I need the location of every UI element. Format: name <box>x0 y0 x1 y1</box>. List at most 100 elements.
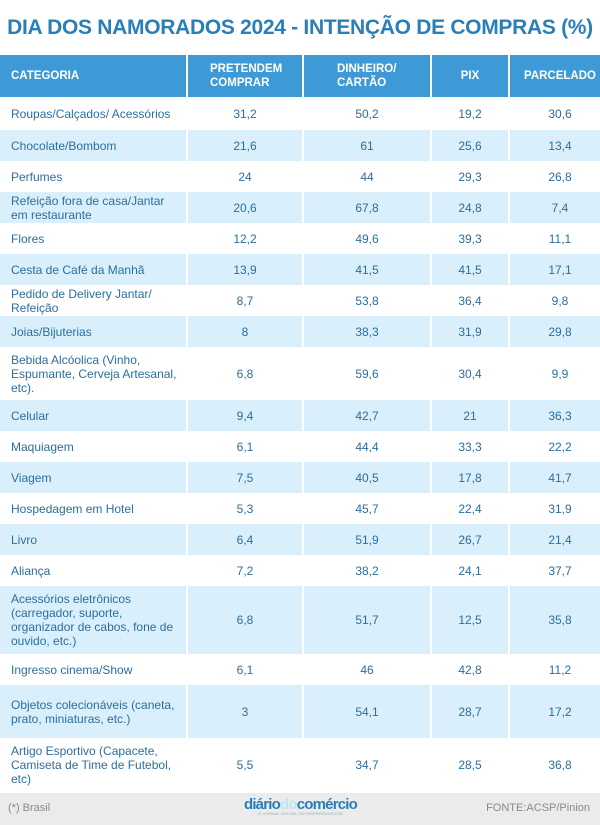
cell-dinheiro-cartao: 49,6 <box>355 231 379 246</box>
cell-dinheiro-cartao: 40,5 <box>304 462 430 493</box>
cell-categoria: Perfumes <box>11 169 63 184</box>
cell-parcelado: 9,9 <box>551 366 569 381</box>
cell-pretendem-comprar: 13,9 <box>188 254 302 285</box>
cell-dinheiro-cartao: 59,6 <box>355 366 379 381</box>
table-row: Acessórios eletrônicos (carregador, supo… <box>0 586 600 654</box>
cell-pix: 24,1 <box>458 563 482 578</box>
column-header-parcelado: PARCELADO <box>510 55 600 97</box>
cell-pretendem-comprar: 24 <box>238 169 252 184</box>
cell-dinheiro-cartao: 50,2 <box>355 106 379 121</box>
cell-pretendem-comprar: 8,7 <box>236 293 254 308</box>
cell-pix: 22,4 <box>458 501 482 516</box>
cell-parcelado: 26,8 <box>548 169 572 184</box>
cell-parcelado: 17,1 <box>510 254 600 285</box>
cell-pix: 28,7 <box>432 685 508 738</box>
cell-pix: 28,5 <box>458 757 482 772</box>
cell-categoria: Cesta de Café da Manhã <box>0 254 186 285</box>
cell-pretendem-comprar: 8 <box>188 316 302 347</box>
cell-pix: 39,3 <box>458 231 482 246</box>
table-row: Artigo Esportivo (Capacete, Camiseta de … <box>0 738 600 791</box>
table-row: Maquiagem 6,1 44,4 33,3 22,2 <box>0 431 600 462</box>
cell-dinheiro-cartao: 61 <box>304 130 430 161</box>
cell-pretendem-comprar: 6,8 <box>188 586 302 654</box>
footnote: (*) Brasil <box>8 802 51 814</box>
cell-parcelado: 11,2 <box>548 662 572 677</box>
cell-dinheiro-cartao: 67,8 <box>304 192 430 223</box>
cell-pretendem-comprar: 6,4 <box>188 524 302 555</box>
cell-pix: 31,9 <box>432 316 508 347</box>
cell-dinheiro-cartao: 51,9 <box>304 524 430 555</box>
cell-dinheiro-cartao: 34,7 <box>355 757 379 772</box>
cell-parcelado: 7,4 <box>510 192 600 223</box>
cell-categoria: Pedido de Delivery Jantar/ Refeição <box>11 286 152 315</box>
cell-parcelado: 36,3 <box>510 400 600 431</box>
table-row: Ingresso cinema/Show 6,1 46 42,8 11,2 <box>0 654 600 685</box>
cell-pix: 21 <box>432 400 508 431</box>
table-row: Pedido de Delivery Jantar/ Refeição 8,7 53… <box>0 285 600 316</box>
cell-pix: 29,3 <box>458 169 482 184</box>
cell-parcelado: 37,7 <box>548 563 572 578</box>
cell-categoria: Joias/Bijuterias <box>0 316 186 347</box>
diario-do-comercio-logo: diáriodocomércio O JORNAL DIGITAL DO EMP… <box>243 796 358 816</box>
cell-dinheiro-cartao: 53,8 <box>355 293 379 308</box>
table-row: Perfumes 24 44 29,3 26,8 <box>0 161 600 192</box>
cell-parcelado: 35,8 <box>510 586 600 654</box>
cell-parcelado: 17,2 <box>510 685 600 738</box>
table-row: Joias/Bijuterias 8 38,3 31,9 29,8 <box>0 316 600 347</box>
cell-pretendem-comprar: 20,6 <box>188 192 302 223</box>
cell-categoria: Livro <box>0 524 186 555</box>
table-row: Roupas/Calçados/ Acessórios 31,2 50,2 19,2 3… <box>0 97 600 130</box>
cell-pix: 19,2 <box>458 106 482 121</box>
cell-categoria: Roupas/Calçados/ Acessórios <box>11 106 171 121</box>
table-row: Objetos colecionáveis (caneta, prato, mi… <box>0 685 600 738</box>
cell-dinheiro-cartao: 44 <box>360 169 374 184</box>
cell-dinheiro-cartao: 45,7 <box>355 501 379 516</box>
cell-categoria: Viagem <box>0 462 186 493</box>
cell-pretendem-comprar: 31,2 <box>233 106 257 121</box>
cell-categoria: Refeição fora de casa/Jantar em restaura… <box>0 192 186 223</box>
cell-categoria: Artigo Esportivo (Capacete, Camiseta de … <box>11 743 172 786</box>
cell-categoria: Bebida Alcóolica (Vinho, Espumante, Cerv… <box>11 352 177 395</box>
cell-categoria: Aliança <box>11 563 51 578</box>
table-row: Bebida Alcóolica (Vinho, Espumante, Cerv… <box>0 347 600 400</box>
cell-pretendem-comprar: 6,1 <box>236 662 254 677</box>
cell-parcelado: 21,4 <box>510 524 600 555</box>
cell-pix: 17,8 <box>432 462 508 493</box>
cell-parcelado: 22,2 <box>548 439 572 454</box>
cell-pretendem-comprar: 3 <box>188 685 302 738</box>
cell-pretendem-comprar: 21,6 <box>188 130 302 161</box>
cell-parcelado: 11,1 <box>548 231 572 246</box>
purchase-intention-table: CATEGORIA PRETENDEM COMPRAR DINHEIRO/CART… <box>0 55 600 791</box>
cell-pix: 25,6 <box>432 130 508 161</box>
table-header-row: CATEGORIA PRETENDEM COMPRAR DINHEIRO/CART… <box>0 55 600 97</box>
cell-pix: 33,3 <box>458 439 482 454</box>
table-row: Aliança 7,2 38,2 24,1 37,7 <box>0 555 600 586</box>
cell-dinheiro-cartao: 46 <box>360 662 374 677</box>
page-title: DIA DOS NAMORADOS 2024 - INTENÇÃO DE COM… <box>7 16 593 39</box>
cell-categoria: Hospedagem em Hotel <box>11 501 134 516</box>
cell-pix: 30,4 <box>458 366 482 381</box>
cell-parcelado: 31,9 <box>548 501 572 516</box>
cell-pretendem-comprar: 12,2 <box>233 231 257 246</box>
column-header-pix: PIX <box>432 55 508 97</box>
cell-dinheiro-cartao: 41,5 <box>304 254 430 285</box>
cell-pix: 24,8 <box>432 192 508 223</box>
cell-pix: 26,7 <box>432 524 508 555</box>
cell-parcelado: 30,6 <box>548 106 572 121</box>
table-row: Chocolate/Bombom 21,6 61 25,6 13,4 <box>0 130 600 161</box>
cell-pretendem-comprar: 6,1 <box>236 439 254 454</box>
cell-pretendem-comprar: 7,5 <box>188 462 302 493</box>
cell-parcelado: 9,8 <box>551 293 569 308</box>
cell-dinheiro-cartao: 51,7 <box>304 586 430 654</box>
cell-pretendem-comprar: 7,2 <box>236 563 254 578</box>
cell-pix: 36,4 <box>458 293 482 308</box>
table-row: Celular 9,4 42,7 21 36,3 <box>0 400 600 431</box>
cell-dinheiro-cartao: 38,3 <box>304 316 430 347</box>
source-credit: FONTE:ACSP/Pinion <box>486 802 590 814</box>
cell-categoria: Acessórios eletrônicos (carregador, supo… <box>0 586 186 654</box>
cell-pix: 42,8 <box>458 662 482 677</box>
cell-categoria: Objetos colecionáveis (caneta, prato, mi… <box>0 685 186 738</box>
cell-pretendem-comprar: 6,8 <box>236 366 254 381</box>
column-header-pretendem-comprar: PRETENDEM COMPRAR <box>188 55 302 97</box>
cell-pretendem-comprar: 5,5 <box>236 757 254 772</box>
